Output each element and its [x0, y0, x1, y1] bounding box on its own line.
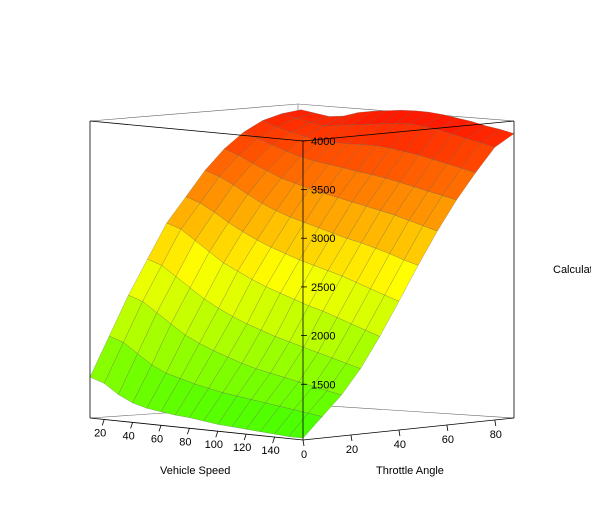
- x-tick-mark: [101, 419, 105, 426]
- x-tick-label: 60: [151, 433, 163, 445]
- y-axis-title: Throttle Angle: [376, 465, 444, 477]
- z-tick-label: 3500: [311, 185, 335, 197]
- x-axis-title: Vehicle Speed: [160, 465, 230, 477]
- x-tick-mark: [215, 431, 219, 438]
- y-tick-mark: [302, 439, 305, 447]
- y-tick-label: 40: [394, 439, 406, 451]
- z-tick-label: 3000: [311, 233, 335, 245]
- y-tick-label: 80: [490, 429, 502, 441]
- z-tick-label: 1500: [311, 379, 335, 391]
- y-tick-label: 0: [301, 449, 307, 461]
- y-tick-mark: [350, 434, 353, 442]
- y-tick-mark: [494, 419, 497, 427]
- front-box: [89, 120, 515, 441]
- y-axis-ticks: 0 20 40 60 80: [301, 419, 502, 461]
- z-tick-label: 2500: [311, 282, 335, 294]
- surface-facet: [288, 413, 323, 439]
- x-tick-mark: [243, 434, 247, 441]
- z-axis-title: Calculat: [553, 264, 591, 276]
- x-tick-mark: [130, 422, 133, 429]
- surface-mesh: [89, 109, 515, 439]
- x-tick-label: 140: [261, 445, 279, 457]
- x-tick-label: 80: [179, 436, 191, 448]
- y-tick-mark: [446, 424, 449, 432]
- x-tick-label: 40: [122, 430, 134, 442]
- x-tick-label: 100: [205, 439, 223, 451]
- x-axis-ticks: 20 40 60 80 100 120 140: [94, 419, 280, 457]
- x-tick-label: 20: [94, 427, 106, 439]
- z-axis-ticks: 1500 2000 2500 3000 3500 4000: [301, 136, 335, 391]
- x-tick-mark: [272, 436, 275, 444]
- y-tick-label: 20: [346, 444, 358, 456]
- x-tick-mark: [187, 428, 190, 435]
- z-tick-label: 2000: [311, 331, 335, 343]
- y-tick-label: 60: [442, 434, 454, 446]
- y-tick-mark: [398, 429, 401, 437]
- x-tick-mark: [158, 425, 162, 432]
- x-tick-label: 120: [233, 442, 251, 454]
- z-tick-label: 4000: [311, 136, 335, 148]
